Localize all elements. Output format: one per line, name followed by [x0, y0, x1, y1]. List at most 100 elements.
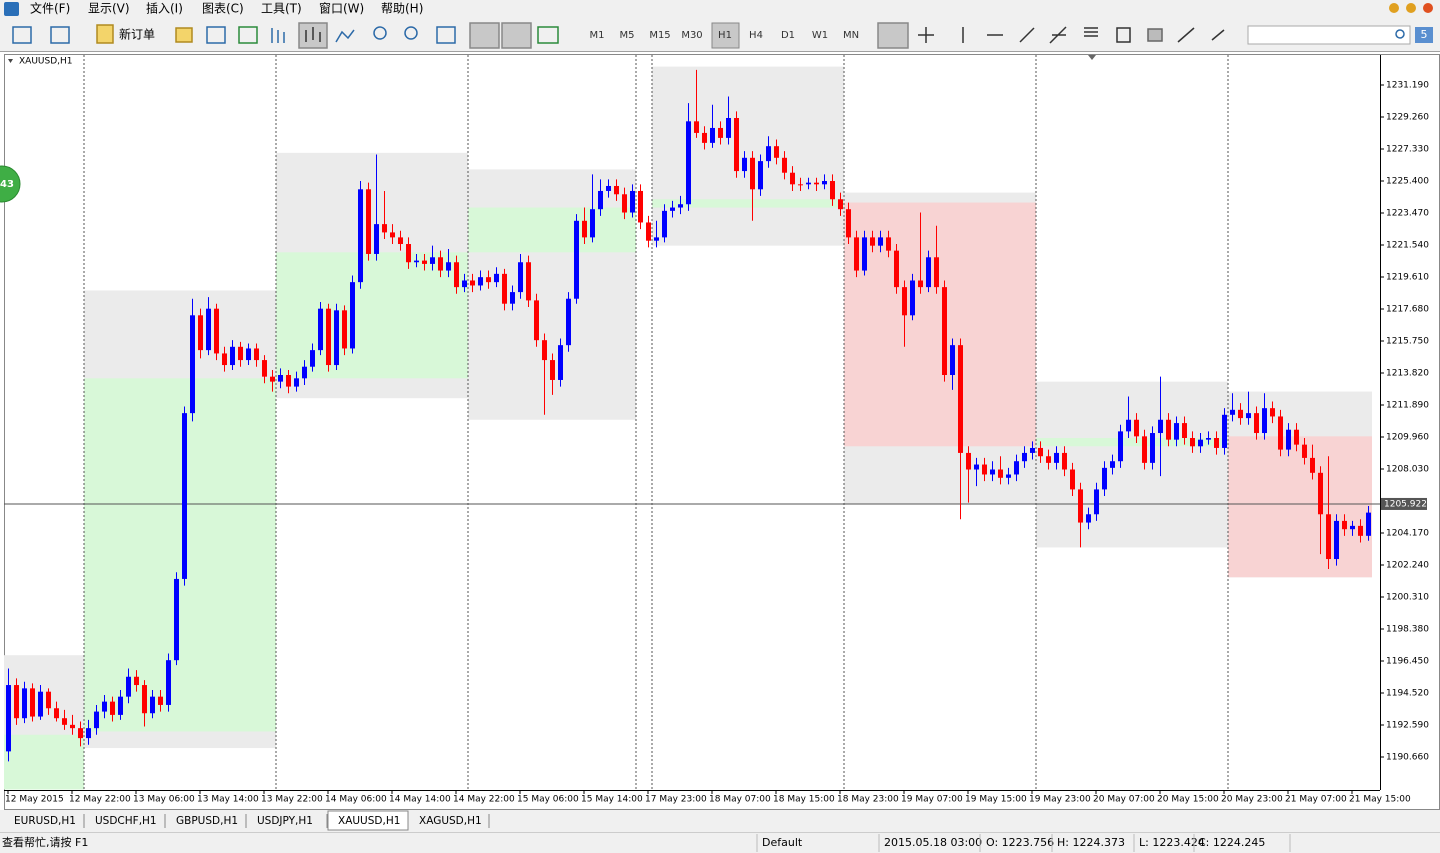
candle-body	[238, 346, 243, 361]
text-button[interactable]	[1116, 27, 1131, 43]
x-tick-label: 13 May 22:00	[261, 795, 323, 805]
market-watch-button[interactable]	[206, 26, 226, 44]
arrow-button[interactable]	[1177, 27, 1195, 43]
menu-item[interactable]: 工具(T)	[261, 2, 302, 16]
candle-body	[1334, 520, 1339, 560]
timeframe-button[interactable]: MN	[843, 30, 859, 41]
tab[interactable]: GBPUSD,H1	[176, 815, 238, 827]
candle-body	[278, 374, 283, 382]
chart-shift-button[interactable]	[501, 22, 532, 49]
cursor-button[interactable]	[877, 22, 909, 49]
menu-item[interactable]: 图表(C)	[202, 2, 244, 16]
candle-body	[1142, 436, 1147, 463]
timeframe-button[interactable]: H4	[749, 30, 763, 41]
candle-body	[1366, 512, 1371, 536]
tab[interactable]: USDCHF,H1	[95, 815, 157, 827]
candle-body	[358, 189, 363, 283]
y-tick-label: 1223.470	[1386, 209, 1429, 219]
y-tick-label: 1229.260	[1386, 113, 1429, 123]
close[interactable]	[1423, 3, 1433, 13]
indicators-button[interactable]	[537, 26, 559, 44]
restore[interactable]	[1406, 3, 1416, 13]
candle-body	[1166, 419, 1171, 440]
candle-body	[70, 724, 75, 729]
profiles-button[interactable]	[50, 26, 70, 44]
candle-body	[742, 157, 747, 172]
search-icon[interactable]	[1395, 29, 1405, 39]
channel-button[interactable]	[1049, 26, 1067, 44]
side-badge[interactable]	[0, 165, 21, 203]
menu-item[interactable]: 插入(I)	[146, 2, 183, 16]
candle-body	[6, 685, 11, 752]
tab[interactable]: EURUSD,H1	[14, 815, 76, 827]
toolbar-icons	[12, 22, 1225, 49]
status-open: O: 1223.756	[986, 836, 1054, 849]
notify-badge[interactable]	[1415, 27, 1433, 43]
candle-body	[150, 696, 155, 714]
candle-body	[542, 340, 547, 361]
x-tick-label: 14 May 06:00	[325, 795, 387, 805]
session-body	[276, 252, 468, 379]
timeframe-button[interactable]: D1	[781, 30, 795, 41]
candle-body	[430, 257, 435, 264]
x-tick-label: 14 May 22:00	[453, 795, 515, 805]
navigator-button[interactable]	[175, 27, 193, 43]
candle-body	[470, 280, 475, 286]
zoom-out-button[interactable]	[404, 26, 418, 40]
candle-body	[950, 345, 955, 375]
candle-body	[198, 315, 203, 351]
new-order-label[interactable]: 新订单	[119, 27, 155, 42]
data-window-button[interactable]	[238, 26, 258, 44]
minimize[interactable]	[1389, 3, 1399, 13]
timeframe-button[interactable]: H1	[718, 30, 732, 41]
candle-body	[62, 718, 67, 725]
x-tick-label: 21 May 07:00	[1285, 795, 1347, 805]
candle-body	[222, 353, 227, 366]
candle-body	[1214, 438, 1219, 448]
bar-chart-button[interactable]	[271, 28, 285, 43]
search-box[interactable]	[1247, 25, 1411, 45]
timeframe-button[interactable]: W1	[812, 30, 828, 41]
menu-item[interactable]: 文件(F)	[30, 1, 70, 16]
candle-body	[790, 172, 795, 185]
new-chart-button[interactable]	[12, 26, 32, 44]
fibo-button[interactable]	[1084, 27, 1098, 37]
timeframe-button[interactable]: M30	[681, 30, 702, 41]
candle-body	[214, 308, 219, 354]
tile-button[interactable]	[436, 26, 456, 44]
candle-body	[318, 308, 323, 351]
y-tick-label: 1209.960	[1386, 433, 1429, 443]
timeframe-button[interactable]: M1	[590, 30, 605, 41]
candle-body	[718, 127, 723, 138]
candle-body	[254, 348, 259, 361]
candle-body	[1062, 452, 1067, 470]
x-tick-label: 12 May 22:00	[69, 795, 131, 805]
tab[interactable]: XAGUSD,H1	[419, 815, 482, 827]
candles	[6, 69, 1371, 762]
zoom-in-button[interactable]	[373, 26, 387, 40]
label-button[interactable]	[1147, 28, 1163, 42]
line-chart-button[interactable]	[335, 29, 355, 43]
status-close: C: 1224.245	[1198, 836, 1265, 849]
new-order-button[interactable]	[96, 24, 114, 44]
y-tick-label: 1231.190	[1386, 81, 1429, 91]
y-tick-label: 1219.610	[1386, 273, 1429, 283]
timeframe-button[interactable]: M15	[649, 30, 670, 41]
candle-body	[286, 374, 291, 387]
session-body	[4, 734, 84, 790]
candle-body	[1238, 409, 1243, 419]
menu-item[interactable]: 帮助(H)	[381, 2, 423, 16]
autoscroll-button[interactable]	[469, 22, 500, 49]
tab[interactable]: USDJPY,H1	[257, 815, 313, 827]
trendline-button[interactable]	[1019, 27, 1035, 43]
tab[interactable]: XAUUSD,H1	[338, 815, 400, 827]
candle-body	[494, 273, 499, 283]
candle-body	[382, 224, 387, 233]
menu-item[interactable]: 窗口(W)	[319, 2, 364, 16]
symbol-marker	[8, 59, 13, 63]
shapes-button[interactable]	[1211, 29, 1225, 41]
timeframe-button[interactable]: M5	[620, 30, 635, 41]
crosshair-button[interactable]	[918, 27, 934, 43]
menu-item[interactable]: 显示(V)	[88, 2, 130, 16]
